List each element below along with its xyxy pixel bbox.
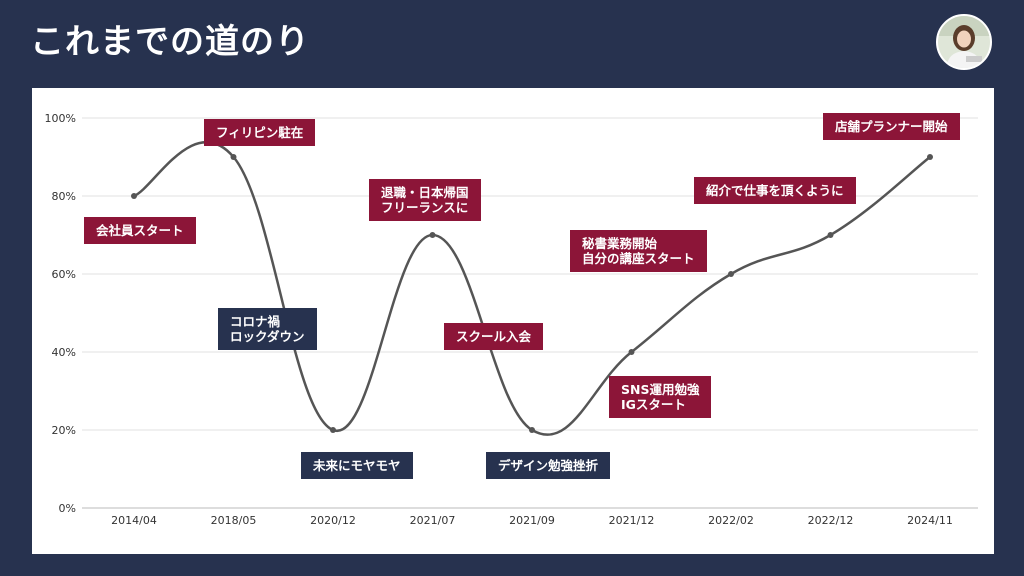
y-tick-label: 40% — [52, 346, 76, 359]
x-tick-label: 2022/12 — [808, 514, 854, 527]
annotation-label: 退職・日本帰国 フリーランスに — [369, 179, 481, 221]
annotation-label: SNS運用勉強 IGスタート — [609, 376, 712, 418]
data-point — [927, 154, 933, 160]
annotation-label: 会社員スタート — [84, 217, 196, 244]
data-point — [230, 154, 237, 160]
x-tick-label: 2024/11 — [907, 514, 953, 527]
data-point — [827, 232, 834, 238]
data-point — [728, 271, 734, 277]
x-tick-label: 2021/09 — [509, 514, 555, 527]
y-axis-ticks: 0% 20% 40% 60% 80% 100% — [45, 112, 76, 515]
x-tick-label: 2020/12 — [310, 514, 356, 527]
annotation-label: 店舗プランナー開始 — [823, 113, 960, 140]
annotation-label: 秘書業務開始 自分の講座スタート — [570, 230, 707, 272]
x-axis-ticks: 2014/04 2018/05 2020/12 2021/07 2021/09 2021/… — [111, 514, 953, 527]
data-points — [131, 154, 933, 433]
annotation-label: 紹介で仕事を頂くように — [694, 177, 856, 204]
data-point — [529, 427, 535, 433]
page-title: これまでの道のり — [30, 22, 310, 62]
x-tick-label: 2018/05 — [211, 514, 257, 527]
x-tick-label: 2021/07 — [410, 514, 456, 527]
data-point — [628, 349, 635, 355]
annotation-label: コロナ禍 ロックダウン — [218, 308, 317, 350]
chart-panel: 0% 20% 40% 60% 80% 100% 2014/04 2018/05 2020/12… — [32, 88, 994, 554]
y-tick-label: 0% — [59, 502, 76, 515]
x-tick-label: 2014/04 — [111, 514, 157, 527]
y-tick-label: 100% — [45, 112, 76, 125]
data-point — [429, 232, 436, 238]
annotation-label: デザイン勉強挫折 — [486, 452, 611, 479]
x-tick-label: 2022/02 — [708, 514, 754, 527]
y-tick-label: 80% — [52, 190, 76, 203]
y-tick-label: 60% — [52, 268, 76, 281]
x-tick-label: 2021/12 — [609, 514, 655, 527]
y-tick-label: 20% — [52, 424, 76, 437]
data-point — [330, 427, 336, 433]
annotation-label: 未来にモヤモヤ — [301, 452, 413, 479]
person-icon — [938, 16, 990, 68]
annotation-label: スクール入会 — [444, 323, 544, 350]
data-point — [131, 193, 137, 199]
annotation-label: フィリピン駐在 — [204, 119, 316, 146]
profile-avatar — [936, 14, 992, 70]
line-chart: 0% 20% 40% 60% 80% 100% 2014/04 2018/05 2020/12… — [45, 112, 978, 527]
